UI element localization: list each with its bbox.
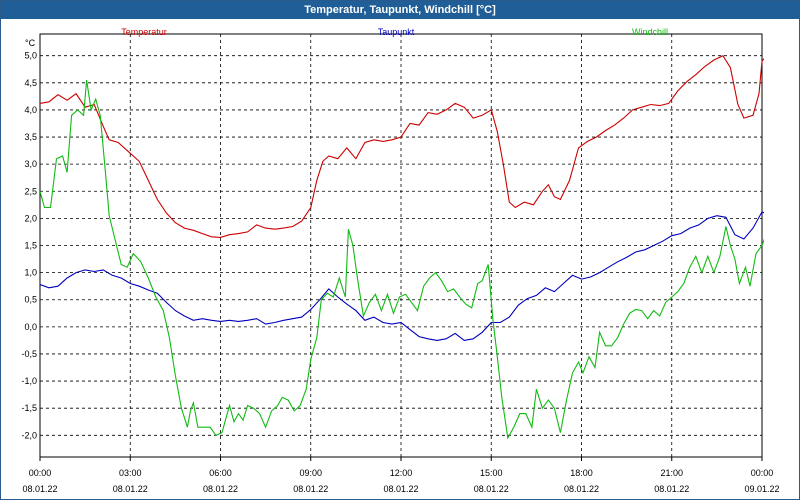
y-tick-label: 1,0 [24,268,37,278]
x-tick-time-label: 03:00 [119,468,142,478]
x-tick-date-label: 08.01.22 [654,484,689,494]
x-tick-date-label: 08.01.22 [383,484,418,494]
x-tick-date-label: 08.01.22 [293,484,328,494]
x-tick-date-label: 08.01.22 [203,484,238,494]
y-tick-label: 3,0 [24,159,37,169]
x-tick-date-label: 09.01.22 [744,484,779,494]
legend-windchill: Windchill [632,27,668,37]
legend-taupunkt: Taupunkt [378,27,415,37]
series-line-windchill [40,80,764,440]
chart-title: Temperatur, Taupunkt, Windchill [°C] [1,1,799,19]
x-tick-time-label: 21:00 [660,468,683,478]
legend-temperatur: Temperatur [121,27,167,37]
y-tick-label: 2,0 [24,213,37,223]
y-tick-label: 2,5 [24,186,37,196]
x-tick-time-label: 09:00 [299,468,322,478]
y-tick-label: 0,5 [24,295,37,305]
y-tick-label: -1,5 [21,403,37,413]
x-tick-date-label: 08.01.22 [22,484,57,494]
y-tick-label: 1,5 [24,241,37,251]
y-axis-unit: °C [25,38,36,48]
x-tick-time-label: 00:00 [751,468,774,478]
x-tick-time-label: 06:00 [209,468,232,478]
x-tick-date-label: 08.01.22 [564,484,599,494]
y-tick-label: -1,0 [21,376,37,386]
y-tick-label: 4,0 [24,105,37,115]
series-line-taupunkt [40,211,764,341]
series-line-temperatur [40,54,764,238]
y-tick-label: 5,0 [24,51,37,61]
y-tick-label: -2,0 [21,430,37,440]
y-tick-label: -0,5 [21,349,37,359]
y-tick-label: 3,5 [24,132,37,142]
x-tick-time-label: 00:00 [29,468,52,478]
x-tick-date-label: 08.01.22 [474,484,509,494]
temperature-chart: 5,0 4,5 4,0 3,5 3,0 2,5 2,0 1,5 1,0 0,5 0,0 -0,5 -1,… [21,27,779,494]
x-tick-time-label: 12:00 [390,468,413,478]
y-tick-label: 0,0 [24,322,37,332]
x-tick-date-label: 08.01.22 [113,484,148,494]
x-tick-time-label: 18:00 [570,468,593,478]
x-tick-time-label: 15:00 [480,468,503,478]
y-tick-label: 4,5 [24,78,37,88]
